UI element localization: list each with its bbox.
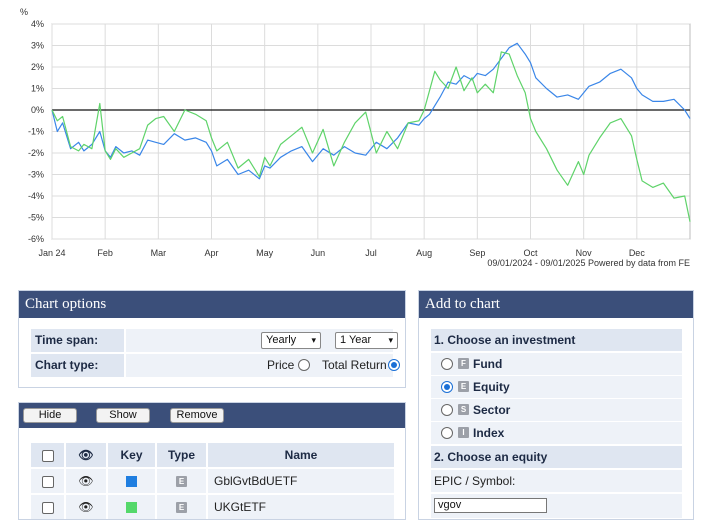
eye-icon[interactable]: 👁: [78, 474, 94, 488]
series-key-swatch: [126, 476, 137, 488]
index-radio[interactable]: [441, 427, 453, 439]
add-to-chart-panel: Add to chart 1. Choose an investment F F…: [418, 290, 694, 520]
total-return-label: Total Return: [322, 358, 387, 372]
fund-radio[interactable]: [441, 358, 453, 370]
x-tick-label: Jan 24: [38, 248, 65, 258]
series-key-swatch: [126, 502, 137, 514]
chart-options-title: Chart options: [19, 291, 405, 318]
add-to-chart-title: Add to chart: [419, 291, 693, 318]
y-tick-label: 4%: [31, 19, 44, 29]
series-panel: Hide Show Remove 👁 Key Type Name 👁 E Gbl…: [18, 402, 406, 520]
sector-radio[interactable]: [441, 404, 453, 416]
choose-investment-heading: 1. Choose an investment: [431, 329, 682, 351]
x-tick-label: Apr: [204, 248, 218, 258]
y-unit-label: %: [20, 7, 28, 17]
series-line-GblGvtBdUETF: [51, 42, 691, 180]
y-tick-label: 3%: [31, 41, 44, 51]
eye-icon: 👁: [78, 448, 94, 462]
equity-radio[interactable]: [441, 381, 453, 393]
fund-badge: F: [458, 358, 469, 369]
series-line-UKGtETF: [51, 51, 691, 222]
remove-button[interactable]: Remove: [170, 408, 224, 423]
y-tick-label: -6%: [28, 234, 44, 244]
table-header: 👁 Key Type Name: [31, 443, 394, 467]
hide-button[interactable]: Hide: [23, 408, 77, 423]
y-tick-label: -5%: [28, 213, 44, 223]
x-tick-label: Jul: [365, 248, 377, 258]
period-select[interactable]: Yearly ▾: [261, 332, 321, 349]
x-tick-label: Oct: [523, 248, 538, 258]
investment-option-fund[interactable]: F Fund: [431, 353, 682, 375]
y-tick-label: -3%: [28, 170, 44, 180]
key-header: Key: [108, 443, 155, 467]
table-row: 👁 E GblGvtBdUETF: [31, 469, 394, 493]
equity-type-badge: E: [176, 476, 187, 488]
x-tick-label: Mar: [151, 248, 167, 258]
eye-icon[interactable]: 👁: [78, 500, 94, 514]
total-return-radio[interactable]: [388, 359, 400, 371]
chart-options-panel: Chart options Time span: Yearly ▾ 1 Year…: [18, 290, 406, 388]
x-tick-label: Nov: [576, 248, 593, 258]
x-tick-label: Feb: [97, 248, 113, 258]
x-tick-label: Sep: [469, 248, 485, 258]
y-tick-label: 2%: [31, 62, 44, 72]
investment-option-equity[interactable]: E Equity: [431, 376, 682, 398]
chevron-down-icon: ▾: [311, 335, 316, 345]
chevron-down-icon: ▾: [388, 335, 393, 345]
y-tick-label: 1%: [31, 84, 44, 94]
show-button[interactable]: Show: [96, 408, 150, 423]
table-row: 👁 E UKGtETF: [31, 495, 394, 519]
series-name: GblGvtBdUETF: [208, 469, 394, 493]
select-all-checkbox[interactable]: [41, 449, 54, 462]
chart-type-label: Chart type:: [31, 354, 124, 377]
choose-equity-heading: 2. Choose an equity: [431, 446, 682, 468]
price-radio[interactable]: [298, 359, 310, 371]
series-name: UKGtETF: [208, 495, 394, 519]
y-tick-label: -2%: [28, 148, 44, 158]
investment-option-index[interactable]: I Index: [431, 422, 682, 444]
chart-credit: 09/01/2024 - 09/01/2025 Powered by data …: [487, 258, 690, 268]
chart-svg: 4% 3% 2% 1% 0% -1% -2% -3% -4% -5% -6% Jan 24 Feb Mar…: [20, 7, 691, 268]
index-badge: I: [458, 427, 469, 438]
time-span-row: Time span: Yearly ▾ 1 Year ▾: [31, 329, 398, 352]
name-header: Name: [208, 443, 394, 467]
epic-label: EPIC / Symbol:: [434, 474, 516, 488]
time-span-label: Time span:: [31, 329, 124, 352]
x-tick-label: May: [256, 248, 274, 258]
y-tick-label: 0%: [31, 105, 44, 115]
row-checkbox[interactable]: [41, 501, 54, 514]
sector-badge: S: [458, 404, 469, 415]
y-tick-label: -4%: [28, 191, 44, 201]
price-label: Price: [267, 358, 295, 372]
x-tick-label: Jun: [311, 248, 326, 258]
type-header: Type: [157, 443, 206, 467]
length-select[interactable]: 1 Year ▾: [335, 332, 398, 349]
y-tick-label: -1%: [28, 127, 44, 137]
performance-chart: 4% 3% 2% 1% 0% -1% -2% -3% -4% -5% -6% Jan 24 Feb Mar…: [20, 7, 691, 268]
epic-symbol-input[interactable]: vgov: [434, 498, 547, 513]
chart-type-row: Chart type: Price Total Return: [31, 354, 400, 377]
equity-type-badge: E: [176, 502, 187, 514]
x-tick-label: Dec: [629, 248, 646, 258]
x-tick-label: Aug: [416, 248, 432, 258]
series-toolbar: Hide Show Remove: [19, 403, 405, 428]
row-checkbox[interactable]: [41, 475, 54, 488]
investment-option-sector[interactable]: S Sector: [431, 399, 682, 421]
equity-badge: E: [458, 381, 469, 392]
